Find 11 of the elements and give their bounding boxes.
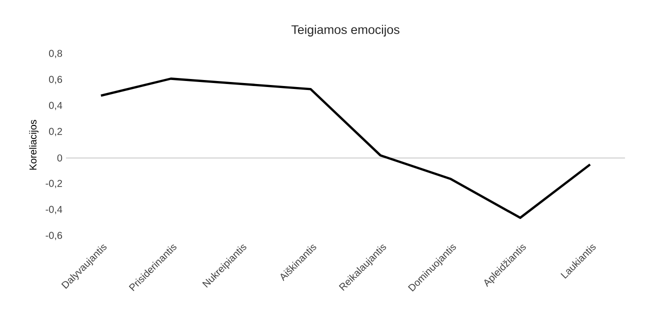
y-tick-label: 0,2 [49,128,62,136]
y-tick-label: -0,6 [46,232,62,240]
y-axis-title: Koreliacijos [29,120,38,170]
y-tick-label: -0,4 [46,206,62,214]
y-tick-label: 0,6 [49,76,62,84]
y-tick-label: 0,8 [49,50,62,58]
line-series [100,78,592,219]
y-tick-label: 0 [57,154,62,162]
chart-title: Teigiamos emocijos [291,24,400,36]
y-tick-label: 0,4 [49,102,62,110]
y-tick-label: -0,2 [46,180,62,188]
